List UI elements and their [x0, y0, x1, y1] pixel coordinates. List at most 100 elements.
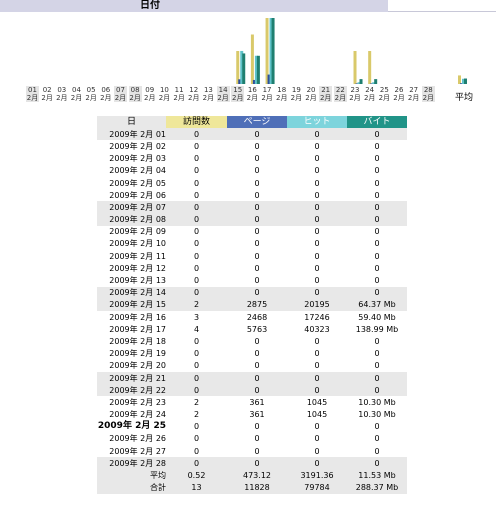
day-label: 28 2月 — [421, 86, 435, 102]
cell-bytes: 10.30 Mb — [358, 397, 396, 407]
cell-date: 2009年 2月 10 — [109, 239, 166, 249]
cell-date: 2009年 2月 25 — [97, 421, 166, 432]
day-month: 2月 — [349, 94, 361, 102]
day-label: 17 2月 — [261, 86, 274, 102]
page-title: 日付 — [140, 0, 160, 11]
cell-date: 2009年 2月 28 — [97, 457, 166, 470]
cell-visits: 0 — [193, 178, 200, 188]
cell-visits: 0 — [166, 371, 227, 385]
day-label: 06 2月 — [99, 86, 112, 102]
cell-pages: 0 — [227, 213, 287, 226]
cell-date: 2009年 2月 17 — [109, 324, 166, 334]
cell-date: 2009年 2月 20 — [109, 361, 166, 371]
day-number: 26 — [394, 86, 404, 94]
table-row: 2009年 2月 20 0 0 0 0 — [97, 360, 407, 372]
table-row: 2009年 2月 25 0 0 0 0 — [97, 421, 407, 433]
day-number: 01 — [28, 86, 37, 94]
table-row: 2009年 2月 23 2 361 1045 10.30 Mb — [97, 396, 407, 408]
day-month: 2月 — [85, 94, 97, 102]
pages-bar — [460, 83, 463, 84]
cell-hits: 0 — [287, 457, 347, 470]
cell-bytes: 0 — [347, 384, 407, 397]
table-row: 2009年 2月 22 0 0 0 0 — [97, 384, 407, 397]
table-total-row: 合計 13 11828 79784 288.37 Mb — [97, 481, 407, 494]
day-number: 05 — [86, 86, 96, 94]
cell-hits: 1045 — [306, 397, 328, 407]
day-label: 08 2月 — [128, 86, 142, 102]
table-row: 2009年 2月 08 0 0 0 0 — [97, 213, 407, 226]
visits-bar — [236, 51, 240, 84]
cell-bytes: 0 — [347, 213, 407, 226]
table-row: 2009年 2月 16 3 2468 17246 59.40 Mb — [97, 311, 407, 323]
day-month: 2月 — [129, 94, 141, 102]
table-row: 2009年 2月 09 0 0 0 0 — [97, 226, 407, 238]
cell-visits: 0 — [193, 141, 200, 151]
cell-date: 2009年 2月 21 — [97, 371, 166, 385]
cell-hits: 1045 — [306, 410, 328, 420]
cell-hits: 0 — [287, 371, 347, 385]
day-month: 2月 — [407, 94, 420, 102]
day-month: 2月 — [56, 94, 68, 102]
table-row: 2009年 2月 11 0 0 0 0 — [97, 250, 407, 262]
cell-visits: 2 — [166, 298, 227, 311]
day-month: 2月 — [393, 94, 405, 102]
cell-pages: 0 — [254, 446, 260, 456]
day-label: 27 2月 — [407, 86, 420, 102]
cell-date: 2009年 2月 15 — [97, 298, 166, 311]
day-label: 11 2月 — [173, 86, 186, 102]
day-month: 2月 — [275, 94, 288, 102]
cell-visits: 0 — [166, 384, 227, 397]
table-row: 2009年 2月 07 0 0 0 0 — [97, 201, 407, 214]
cell-pages: 0 — [254, 276, 260, 286]
cell-bytes: 0 — [347, 371, 407, 385]
cell-bytes: 0 — [374, 446, 380, 456]
cell-pages: 0 — [227, 457, 287, 470]
cell-total-1: 13 — [166, 481, 227, 494]
cell-total-3: 79784 — [287, 481, 347, 494]
day-label: 13 2月 — [202, 86, 215, 102]
cell-date: 2009年 2月 01 — [97, 128, 166, 141]
bytes-bar — [359, 79, 363, 84]
day-month: 2月 — [173, 94, 185, 102]
bytes-bar — [374, 79, 378, 84]
cell-date: 2009年 2月 03 — [109, 154, 166, 164]
cell-visits: 0 — [193, 422, 200, 432]
day-month: 2月 — [422, 94, 435, 102]
day-number: 25 — [379, 86, 389, 94]
pages-bar — [267, 74, 271, 84]
cell-hits: 0 — [314, 336, 320, 346]
day-label: 23 2月 — [349, 86, 362, 102]
table-row: 2009年 2月 06 0 0 0 0 — [97, 189, 407, 201]
day-month: 2月 — [334, 94, 347, 102]
day-month: 2月 — [158, 94, 171, 102]
pages-bar — [238, 79, 242, 84]
cell-date: 2009年 2月 05 — [109, 178, 166, 188]
cell-visits: 0 — [166, 286, 227, 299]
cell-visits: 4 — [193, 324, 200, 334]
col-header-visits: 訪問数 — [166, 116, 227, 129]
hits-bar — [372, 82, 376, 84]
table-row: 2009年 2月 19 0 0 0 0 — [97, 348, 407, 360]
cell-bytes: 0 — [374, 263, 380, 273]
cell-hits: 0 — [287, 128, 347, 141]
day-label: 25 2月 — [378, 86, 391, 102]
cell-bytes: 0 — [347, 457, 407, 470]
cell-pages: 0 — [254, 263, 260, 273]
cell-pages: 0 — [227, 201, 287, 214]
table-row: 2009年 2月 15 2 2875 20195 64.37 Mb — [97, 298, 407, 311]
cell-bytes: 0 — [374, 276, 380, 286]
day-label: 15 2月 — [231, 86, 245, 102]
day-label: 07 2月 — [113, 86, 127, 102]
day-label: 02 2月 — [41, 86, 54, 102]
cell-hits: 0 — [287, 286, 347, 299]
day-number: 17 — [262, 86, 272, 94]
col-header-pages: ページ — [227, 116, 287, 129]
day-month: 2月 — [217, 94, 229, 102]
table-row: 2009年 2月 24 2 361 1045 10.30 Mb — [97, 409, 407, 421]
cell-bytes: 0 — [374, 422, 380, 432]
table-row: 2009年 2月 01 0 0 0 0 — [97, 128, 407, 141]
day-number: 23 — [350, 86, 360, 94]
cell-visits: 0 — [193, 190, 200, 200]
table-row: 2009年 2月 05 0 0 0 0 — [97, 177, 407, 189]
day-label: 26 2月 — [393, 86, 406, 102]
